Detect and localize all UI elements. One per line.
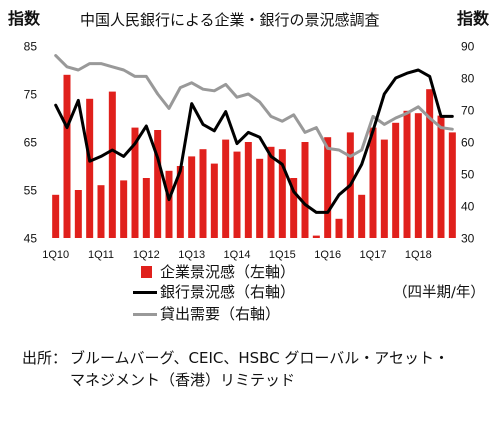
bar-business-sentiment-22 [290, 178, 298, 238]
bar-series-business-sentiment [52, 74, 456, 238]
bar-business-sentiment-31 [392, 122, 400, 238]
bar-business-sentiment-12 [176, 166, 184, 238]
bar-business-sentiment-18 [244, 142, 252, 238]
line-loan-demand [54, 54, 454, 158]
bar-business-sentiment-2 [63, 74, 71, 238]
bar-business-sentiment-4 [86, 98, 94, 238]
bar-business-sentiment-11 [165, 170, 173, 238]
source-text: ブルームバーグ、CEIC、HSBC グローバル・アセット・ マネジメント（香港）… [70, 347, 449, 391]
x-tick-label: 1Q14 [224, 249, 251, 261]
bar-business-sentiment-1 [52, 194, 60, 238]
bar-business-sentiment-8 [131, 127, 139, 238]
legend-label-loan-demand: 貸出需要（右軸） [160, 305, 281, 323]
y-right-tick-label: 50 [461, 168, 475, 182]
axis-tick-labels: 45 55 65 75 85 30 40 50 60 70 80 90 1Q10 1Q11 1Q12 1Q13… [24, 40, 475, 262]
y-right-tick-label: 70 [461, 104, 475, 118]
bar-business-sentiment-15 [210, 163, 218, 238]
bar-business-sentiment-33 [414, 113, 422, 238]
bar-business-sentiment-32 [403, 110, 411, 238]
bar-business-sentiment-25 [324, 137, 332, 238]
bar-business-sentiment-30 [380, 139, 388, 238]
legend-swatch-loan-demand [133, 313, 157, 316]
x-tick-label: 1Q10 [42, 249, 69, 261]
bar-business-sentiment-13 [188, 156, 196, 238]
legend-label-business-sentiment: 企業景況感（左軸） [160, 263, 296, 281]
x-tick-label: 1Q13 [178, 249, 205, 261]
bar-business-sentiment-7 [120, 180, 128, 238]
y-left-axis-title: 指数 [8, 9, 41, 28]
bar-business-sentiment-10 [154, 130, 162, 238]
bar-business-sentiment-3 [74, 190, 82, 238]
bar-business-sentiment-23 [301, 142, 309, 238]
source-line: マネジメント（香港）リミテッド [70, 371, 296, 389]
source-label: 出所： [22, 349, 68, 367]
y-left-tick-label: 65 [24, 136, 38, 150]
y-left-tick-label: 85 [24, 40, 38, 54]
legend-swatch-bank-sentiment [133, 291, 157, 294]
x-tick-label: 1Q17 [360, 249, 387, 261]
bar-business-sentiment-24 [312, 235, 320, 238]
x-tick-label: 1Q16 [314, 249, 341, 261]
legend-swatch-business-sentiment [141, 266, 152, 278]
bar-business-sentiment-21 [278, 149, 286, 238]
bar-business-sentiment-9 [142, 178, 150, 238]
bar-business-sentiment-26 [335, 218, 343, 238]
bar-business-sentiment-16 [222, 139, 230, 238]
y-left-tick-label: 45 [24, 232, 38, 246]
y-right-tick-label: 80 [461, 72, 475, 86]
bar-business-sentiment-6 [108, 91, 116, 238]
bar-business-sentiment-34 [426, 89, 434, 238]
bar-business-sentiment-36 [448, 132, 456, 238]
line-series-layer [54, 54, 454, 214]
source-line: ブルームバーグ、CEIC、HSBC グローバル・アセット・ [70, 349, 449, 367]
bar-business-sentiment-5 [97, 185, 105, 238]
legend-label-bank-sentiment: 銀行景況感（右軸） [160, 283, 296, 301]
chart-title: 中国人民銀行による企業・銀行の景況感調査 [80, 11, 380, 29]
y-right-tick-label: 60 [461, 136, 475, 150]
bar-business-sentiment-17 [233, 151, 241, 238]
y-right-axis-title: 指数 [457, 9, 490, 28]
bar-business-sentiment-29 [369, 127, 377, 238]
y-left-tick-label: 75 [24, 88, 38, 102]
x-tick-label: 1Q11 [88, 249, 114, 261]
x-tick-label: 1Q18 [405, 249, 432, 261]
y-right-tick-label: 90 [461, 40, 475, 54]
bar-business-sentiment-20 [267, 146, 275, 238]
line-bank-sentiment [54, 68, 454, 214]
bar-business-sentiment-19 [256, 158, 264, 238]
x-tick-label: 1Q15 [269, 249, 296, 261]
bar-business-sentiment-14 [199, 149, 207, 238]
y-right-tick-label: 40 [461, 200, 475, 214]
x-tick-label: 1Q12 [133, 249, 160, 261]
y-left-tick-label: 55 [24, 184, 38, 198]
bar-business-sentiment-35 [437, 115, 445, 238]
x-period-note: （四半期/年） [393, 285, 485, 301]
bar-business-sentiment-28 [358, 194, 366, 238]
y-right-tick-label: 30 [461, 232, 475, 246]
